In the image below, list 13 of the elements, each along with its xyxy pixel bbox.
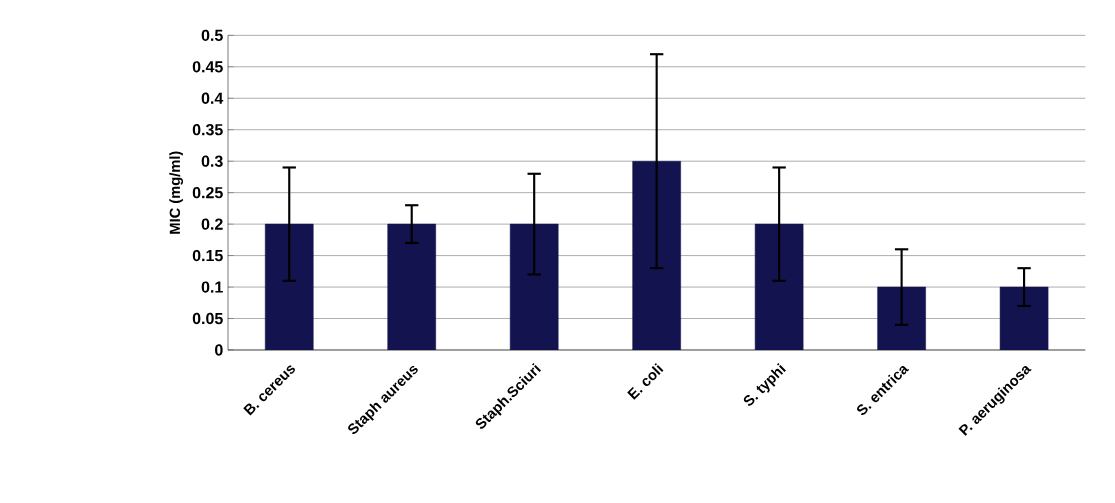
y-tick-label: 0.25 [192,187,223,199]
y-tick-label: 0.5 [201,29,223,41]
y-tick-label: 0.15 [192,249,223,262]
y-tick-label: 0.2 [201,218,223,230]
y-tick-label: 0.05 [192,312,223,325]
y-tick-label: 0.45 [192,61,223,73]
y-tick-label: 0.35 [192,124,223,136]
y-tick-label: 0 [215,344,223,356]
x-tick-label: E. coli [627,363,664,400]
y-axis-title: MIC (mg/ml) [169,151,184,234]
y-tick-label: 0.3 [201,155,223,167]
y-tick-label: 0.1 [201,281,223,293]
y-tick-label: 0.4 [201,92,224,104]
